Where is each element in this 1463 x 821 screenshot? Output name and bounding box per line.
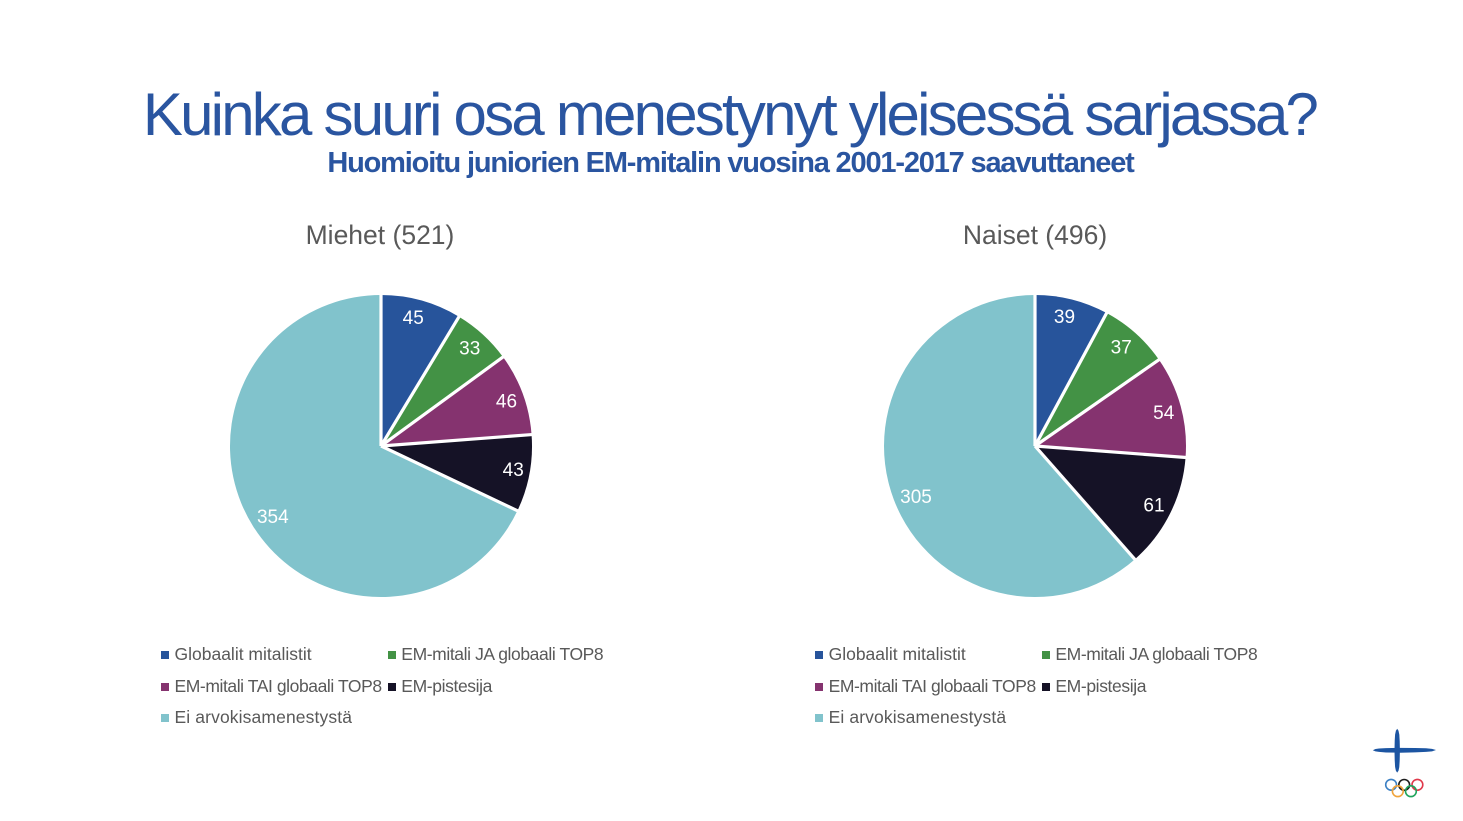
svg-text:43: 43 (502, 460, 523, 481)
svg-text:37: 37 (1111, 338, 1132, 359)
svg-text:54: 54 (1153, 403, 1175, 424)
svg-text:45: 45 (402, 308, 423, 329)
svg-text:46: 46 (495, 391, 516, 412)
svg-text:33: 33 (459, 339, 480, 360)
svg-text:354: 354 (256, 507, 288, 528)
svg-text:61: 61 (1143, 496, 1164, 517)
svg-text:305: 305 (900, 487, 932, 508)
svg-text:39: 39 (1054, 307, 1075, 328)
